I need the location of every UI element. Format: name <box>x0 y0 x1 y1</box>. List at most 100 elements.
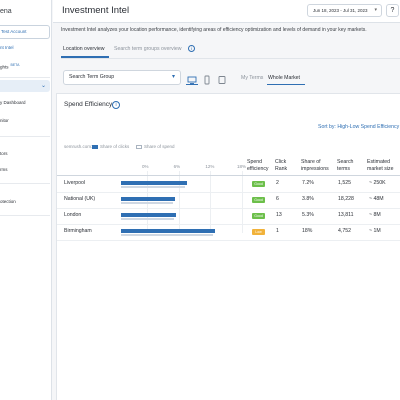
location-name: Birmingham <box>64 228 92 234</box>
date-range-picker[interactable]: Jun 18, 2023 - Jul 31, 2023 ▾ <box>307 4 382 17</box>
column-header-impressions: Share of impressions <box>301 159 329 172</box>
sidebar-item-monitor[interactable]: nitor <box>0 118 9 123</box>
axis-gridline <box>242 171 243 233</box>
market-size-value: ~ 8M <box>369 212 381 218</box>
bar-share-of-clicks <box>121 197 175 201</box>
table-row[interactable]: Liverpool Good 2 7.2% 1,525 ~ 250K <box>57 176 400 192</box>
tab-search-term-groups[interactable]: Search term groups overview <box>114 46 182 52</box>
help-button[interactable]: ? <box>386 4 399 17</box>
row-divider <box>57 192 400 193</box>
active-market-indicator <box>267 84 305 86</box>
column-header-click-rank: Click Rank <box>275 159 288 172</box>
search-term-group-select[interactable]: Search Term Group ▾ <box>63 70 181 85</box>
market-size-value: ~ 48M <box>369 196 384 202</box>
location-name: National (UK) <box>64 196 96 202</box>
legend-item-spend: Share of spend <box>136 144 175 149</box>
efficiency-badge: Good <box>252 180 265 187</box>
impressions-value: 5.3% <box>302 212 314 218</box>
tablet-icon[interactable] <box>217 72 227 84</box>
legend-swatch <box>92 144 98 149</box>
bar-share-of-spend <box>121 202 173 204</box>
account-selector[interactable]: Test Account <box>0 25 50 39</box>
impressions-value: 3.8% <box>302 196 314 202</box>
axis-gridline <box>178 171 180 233</box>
sidebar-item-terms[interactable]: rms <box>0 167 8 172</box>
impressions-value: 18% <box>302 228 313 234</box>
sidebar-divider <box>0 215 50 216</box>
legend-label: Share of spend <box>144 144 175 149</box>
legend-domain: semrush.com: <box>64 144 93 149</box>
select-value: Search Term Group <box>69 74 115 80</box>
sidebar-divider <box>0 136 50 137</box>
bar-share-of-clicks <box>121 213 177 217</box>
search-terms-value: 1,525 <box>338 180 351 186</box>
sidebar-item-competitors[interactable]: tors <box>0 151 8 156</box>
axis-gridline <box>210 171 212 233</box>
axis-tick-label: 0% <box>142 164 149 169</box>
spend-efficiency-card: Spend Efficiency i Sort by: High-Low Spe… <box>56 93 400 400</box>
bar-share-of-spend <box>121 186 185 188</box>
market-size-value: ~ 1M <box>369 228 381 234</box>
market-option-my-terms[interactable]: My Terms <box>241 75 264 81</box>
sidebar: ena Test Account nt Intel ghts BETA ⌄ y D… <box>0 0 52 400</box>
click-rank-value: 2 <box>276 180 279 186</box>
sidebar-item-investment-intel[interactable]: nt Intel <box>0 45 14 50</box>
column-header-efficiency: Spend efficiency <box>247 159 269 172</box>
tabs-divider <box>61 58 400 59</box>
sidebar-item-protection[interactable]: otection <box>0 199 16 204</box>
market-option-whole-market[interactable]: Whole Market <box>268 75 300 81</box>
location-name: London <box>64 212 82 218</box>
efficiency-badge: Good <box>252 196 265 203</box>
sidebar-divider <box>0 77 50 78</box>
column-header-search-terms: Search terms <box>337 159 354 172</box>
row-divider <box>57 208 400 209</box>
bar-share-of-spend <box>121 218 175 220</box>
sidebar-item-dashboard[interactable]: y Dashboard <box>0 100 26 105</box>
desktop-icon[interactable] <box>187 72 197 84</box>
sort-button[interactable]: Sort by: High-Low Spend Efficiency <box>318 124 400 130</box>
bar-share-of-spend <box>121 234 214 236</box>
brand-name: ena <box>0 8 12 15</box>
view-tabs: Location overview Search term groups ove… <box>61 44 400 58</box>
sidebar-item-active-section[interactable]: ⌄ <box>0 80 50 92</box>
info-icon[interactable]: i <box>188 45 195 52</box>
click-rank-value: 13 <box>276 212 282 218</box>
table-header-divider <box>57 175 400 176</box>
efficiency-badge: Low <box>252 228 265 235</box>
tab-location-overview[interactable]: Location overview <box>63 46 105 52</box>
date-range-value: Jun 18, 2023 - Jul 31, 2023 <box>313 8 368 13</box>
chevron-down-icon: ▾ <box>171 74 175 80</box>
legend-item-clicks: Share of clicks <box>92 144 129 149</box>
market-size-value: ~ 250K <box>369 180 386 186</box>
search-terms-value: 18,228 <box>338 196 354 202</box>
table-row[interactable]: National (UK) Good 6 3.8% 18,228 ~ 48M <box>57 192 400 208</box>
top-header: Investment Intel Jun 18, 2023 - Jul 31, … <box>53 0 400 23</box>
card-title: Spend Efficiency <box>64 101 113 108</box>
click-rank-value: 1 <box>276 228 279 234</box>
sidebar-divider <box>0 183 50 184</box>
table-row[interactable]: Birmingham Low 1 18% 4,752 ~ 1M <box>57 224 400 240</box>
location-name: Liverpool <box>64 180 86 186</box>
page-description: Investment Intel analyzes your location … <box>61 27 367 33</box>
row-divider <box>57 240 400 241</box>
bar-share-of-clicks <box>121 181 187 185</box>
column-header-market-size: Estimated market size <box>367 159 394 172</box>
beta-badge: BETA <box>10 63 20 67</box>
bar-share-of-clicks <box>121 229 215 233</box>
axis-tick-label: 6% <box>173 164 181 169</box>
legend-label: Share of clicks <box>100 144 130 149</box>
mobile-icon[interactable] <box>202 72 212 85</box>
active-device-indicator <box>186 84 198 86</box>
page-title: Investment Intel <box>62 5 130 16</box>
sidebar-item-insights[interactable]: ghts BETA <box>0 63 19 70</box>
impressions-value: 7.2% <box>302 180 314 186</box>
chevron-down-icon: ⌄ <box>40 83 46 89</box>
table-row[interactable]: London Good 13 5.3% 13,811 ~ 8M <box>57 208 400 224</box>
active-tab-indicator <box>61 56 109 58</box>
axis-tick-label: 12% <box>205 164 215 169</box>
row-divider <box>57 224 400 225</box>
sidebar-item-label: ghts <box>0 64 9 70</box>
search-terms-value: 13,811 <box>338 212 354 218</box>
info-icon[interactable]: i <box>112 101 120 109</box>
efficiency-badge: Good <box>252 212 265 219</box>
